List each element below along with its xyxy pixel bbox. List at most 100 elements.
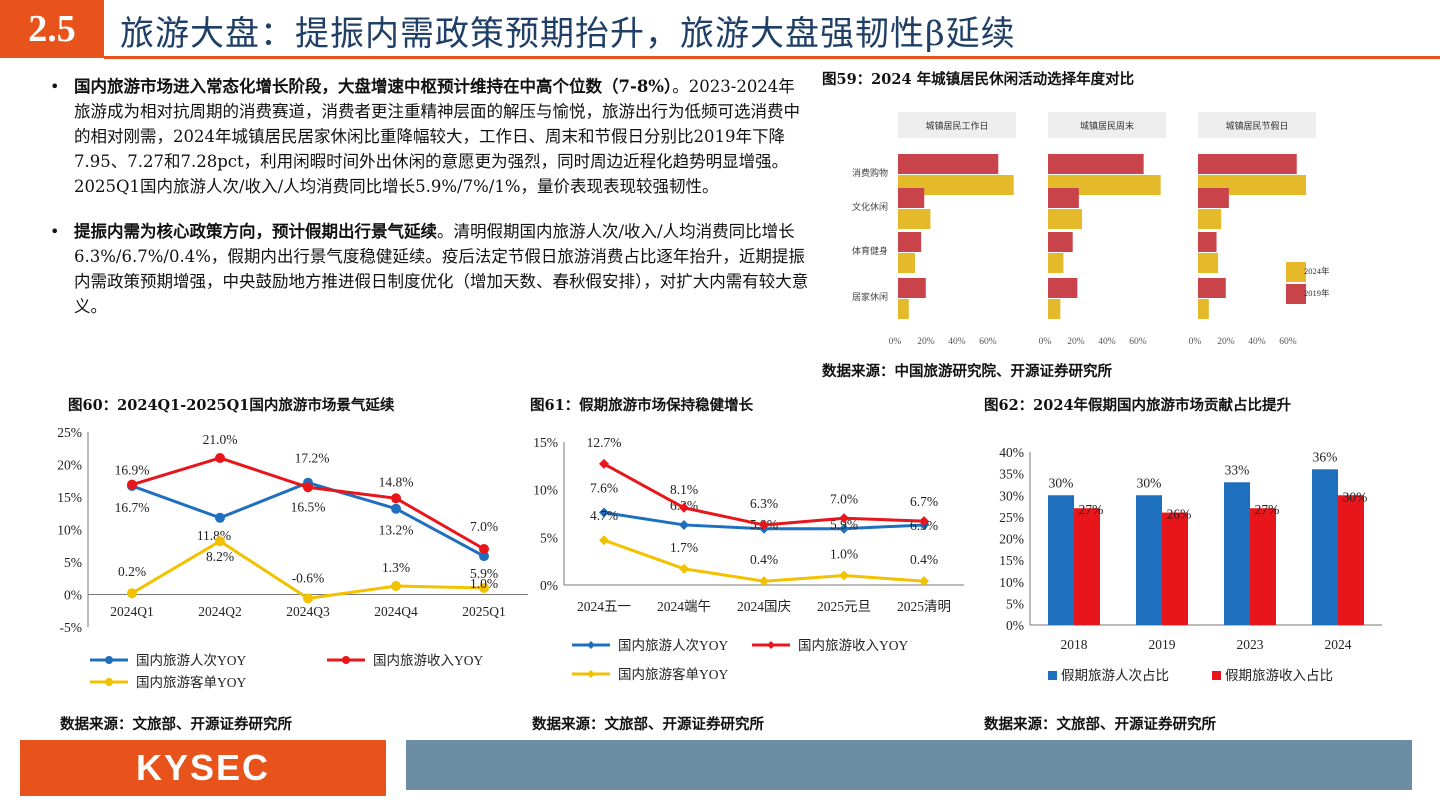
fig62-ytick-3: 25% — [999, 510, 1024, 525]
fig59-xtick-0-1: 20% — [917, 337, 935, 347]
fig59-source: 数据来源：中国旅游研究院、开源证券研究所 — [822, 363, 1112, 380]
fig59-category-1: 文化休闲 — [852, 201, 888, 212]
fig60-legend-marker-2 — [105, 678, 113, 686]
fig62-ytick-8: 0% — [1006, 618, 1024, 633]
fig60-series-0-label-0: 16.7% — [115, 500, 150, 515]
fig62-legend-swatch-0 — [1048, 671, 1057, 680]
fig62-bar-1-3 — [1338, 495, 1364, 625]
fig60-legend-label-1: 国内旅游收入YOY — [373, 653, 483, 668]
fig61-legend-marker-1 — [767, 641, 775, 649]
fig62-xtick-2: 2023 — [1237, 637, 1264, 652]
fig62-ytick-0: 40% — [999, 445, 1024, 460]
fig59-panel-header-0 — [898, 112, 1016, 138]
fig61-legend-label-2: 国内旅游客单YOY — [618, 666, 728, 682]
fig59-bar-2019-0-1 — [898, 188, 925, 208]
fig61-series-2-label-1: 1.7% — [670, 540, 698, 555]
bullet-list: 国内旅游市场进入常态化增长阶段，大盘增速中枢预计维持在中高个位数（7-8%）。2… — [50, 74, 810, 339]
fig62-ytick-6: 10% — [999, 575, 1024, 590]
fig59-legend-swatch-2024 — [1286, 262, 1306, 282]
fig62-bar-0-2 — [1224, 482, 1250, 625]
header-divider — [104, 56, 1440, 59]
fig60-series-1-label-2: 16.5% — [291, 499, 326, 514]
bullet-2-text: 。清明假期国内旅游人次/收入/人均消费同比增长6.3%/6.7%/0.4%，假期… — [74, 222, 809, 316]
fig60-caption: 图60：2024Q1-2025Q1国内旅游市场景气延续 — [68, 397, 395, 414]
fig60-series-0-label-4: 5.9% — [470, 566, 498, 581]
fig60-xtick-1: 2024Q2 — [198, 604, 242, 619]
fig62-bar-0-1 — [1136, 495, 1162, 625]
bullet-item-2: 提振内需为核心政策方向，预计假期出行景气延续。清明假期国内旅游人次/收入/人均消… — [50, 219, 810, 319]
fig59-panel-title-2: 城镇居民节假日 — [1225, 120, 1288, 131]
fig59-bar-2019-2-2 — [1198, 232, 1217, 252]
section-number: 2.5 — [0, 0, 104, 58]
fig61-series-2-label-2: 0.4% — [750, 552, 778, 567]
fig59-bar-2024-2-1 — [1198, 209, 1222, 229]
fig62-legend-label-0: 假期旅游人次占比 — [1061, 668, 1169, 683]
fig60-series-1-point-1 — [215, 453, 225, 463]
fig62-label-0-0: 30% — [1049, 475, 1074, 490]
fig61-caption: 图61：假期旅游市场保持稳健增长 — [530, 397, 754, 414]
fig59-legend-label-2024: 2024年 — [1304, 266, 1330, 276]
fig60-ytick-0: 25% — [57, 425, 82, 440]
kysec-logo: KYSEC — [20, 740, 386, 796]
fig60-ytick-6: -5% — [60, 620, 83, 635]
fig60-xtick-4: 2025Q1 — [462, 604, 506, 619]
fig62-chart: 40% 35% 30% 25% 20% 15% 10% 5% 0% 2018 30% 27% 2019 3… — [999, 445, 1382, 683]
fig61-series-0-label-3: 5.9% — [830, 517, 858, 532]
fig61-legend-marker-0 — [587, 641, 595, 649]
fig59-xtick-2-0: 0% — [1189, 337, 1202, 347]
fig59-bar-2019-1-0 — [1048, 154, 1144, 174]
fig61-source: 数据来源：文旅部、开源证券研究所 — [532, 716, 764, 733]
fig59-legend-label-2019: 2019年 — [1304, 288, 1330, 298]
fig60-series-0-point-1 — [215, 512, 225, 523]
fig62-label-0-3: 36% — [1313, 449, 1338, 464]
fig62-ytick-7: 5% — [1006, 596, 1024, 611]
fig62-ytick-4: 20% — [999, 532, 1024, 547]
fig61-series-1-label-0: 12.7% — [587, 435, 622, 450]
fig61-series-1-label-4: 6.7% — [910, 494, 938, 509]
fig62-label-0-1: 30% — [1137, 475, 1162, 490]
fig61-series-2-point-1 — [679, 563, 689, 574]
bullet-item-1: 国内旅游市场进入常态化增长阶段，大盘增速中枢预计维持在中高个位数（7-8%）。2… — [50, 74, 810, 199]
fig60-series-0-point-3 — [391, 503, 401, 514]
fig60-legend-label-2: 国内旅游客单YOY — [136, 674, 246, 690]
fig61-ytick-2: 5% — [540, 530, 558, 545]
fig60-series-1-label-4: 7.0% — [470, 519, 498, 534]
fig60-source: 数据来源：文旅部、开源证券研究所 — [60, 716, 292, 733]
fig61-series-1-point-0 — [599, 458, 609, 469]
fig62-ytick-1: 35% — [999, 467, 1024, 482]
fig60-series-1-label-1: 21.0% — [203, 432, 238, 447]
fig61-series-1-label-3: 7.0% — [830, 491, 858, 506]
fig62-ytick-5: 15% — [999, 553, 1024, 568]
fig61-series-2-point-2 — [759, 576, 769, 587]
fig60-series-2-label-2: -0.6% — [292, 570, 325, 585]
fig59-xtick-0-2: 40% — [948, 337, 966, 347]
fig59-bar-2019-0-3 — [898, 278, 926, 298]
bullet-2-heading: 提振内需为核心政策方向，预计假期出行景气延续 — [74, 222, 437, 241]
fig60-series-0-point-4 — [479, 551, 489, 562]
page-title: 旅游大盘：提振内需政策预期抬升，旅游大盘强韧性β延续 — [120, 14, 1016, 54]
fig62-bar-1-2 — [1250, 508, 1276, 625]
fig61-legend-marker-2 — [587, 670, 595, 678]
fig61-series-2-point-0 — [599, 535, 609, 546]
fig60-series-2-label-0: 0.2% — [118, 564, 146, 579]
fig60-series-2-point-0 — [127, 588, 137, 599]
fig62-legend-label-1: 假期旅游收入占比 — [1225, 668, 1333, 683]
fig61-xtick-3: 2025元旦 — [817, 599, 871, 614]
fig60-ytick-4: 5% — [64, 555, 82, 570]
fig62-xtick-1: 2019 — [1149, 637, 1176, 652]
fig60-series-2-label-3: 1.3% — [382, 560, 410, 575]
fig61-xtick-1: 2024端午 — [657, 599, 711, 614]
fig61-series-1-label-1: 8.1% — [670, 482, 698, 497]
fig62-caption: 图62：2024年假期国内旅游市场贡献占比提升 — [984, 397, 1292, 414]
fig59-xtick-2-1: 20% — [1217, 337, 1235, 347]
fig59-bar-2019-0-2 — [898, 232, 922, 252]
fig61-series-2-label-4: 0.4% — [910, 552, 938, 567]
fig59-xtick-1-0: 0% — [1039, 337, 1052, 347]
fig62-bar-1-1 — [1162, 512, 1188, 625]
fig59-bar-2024-1-2 — [1048, 253, 1064, 273]
fig62-label-1-1: 26% — [1167, 507, 1192, 522]
fig59-bar-2024-0-0 — [898, 175, 1014, 195]
fig59-category-0: 消费购物 — [852, 167, 888, 178]
fig61-xtick-0: 2024五一 — [577, 599, 631, 614]
fig59-xtick-2-2: 40% — [1248, 337, 1266, 347]
